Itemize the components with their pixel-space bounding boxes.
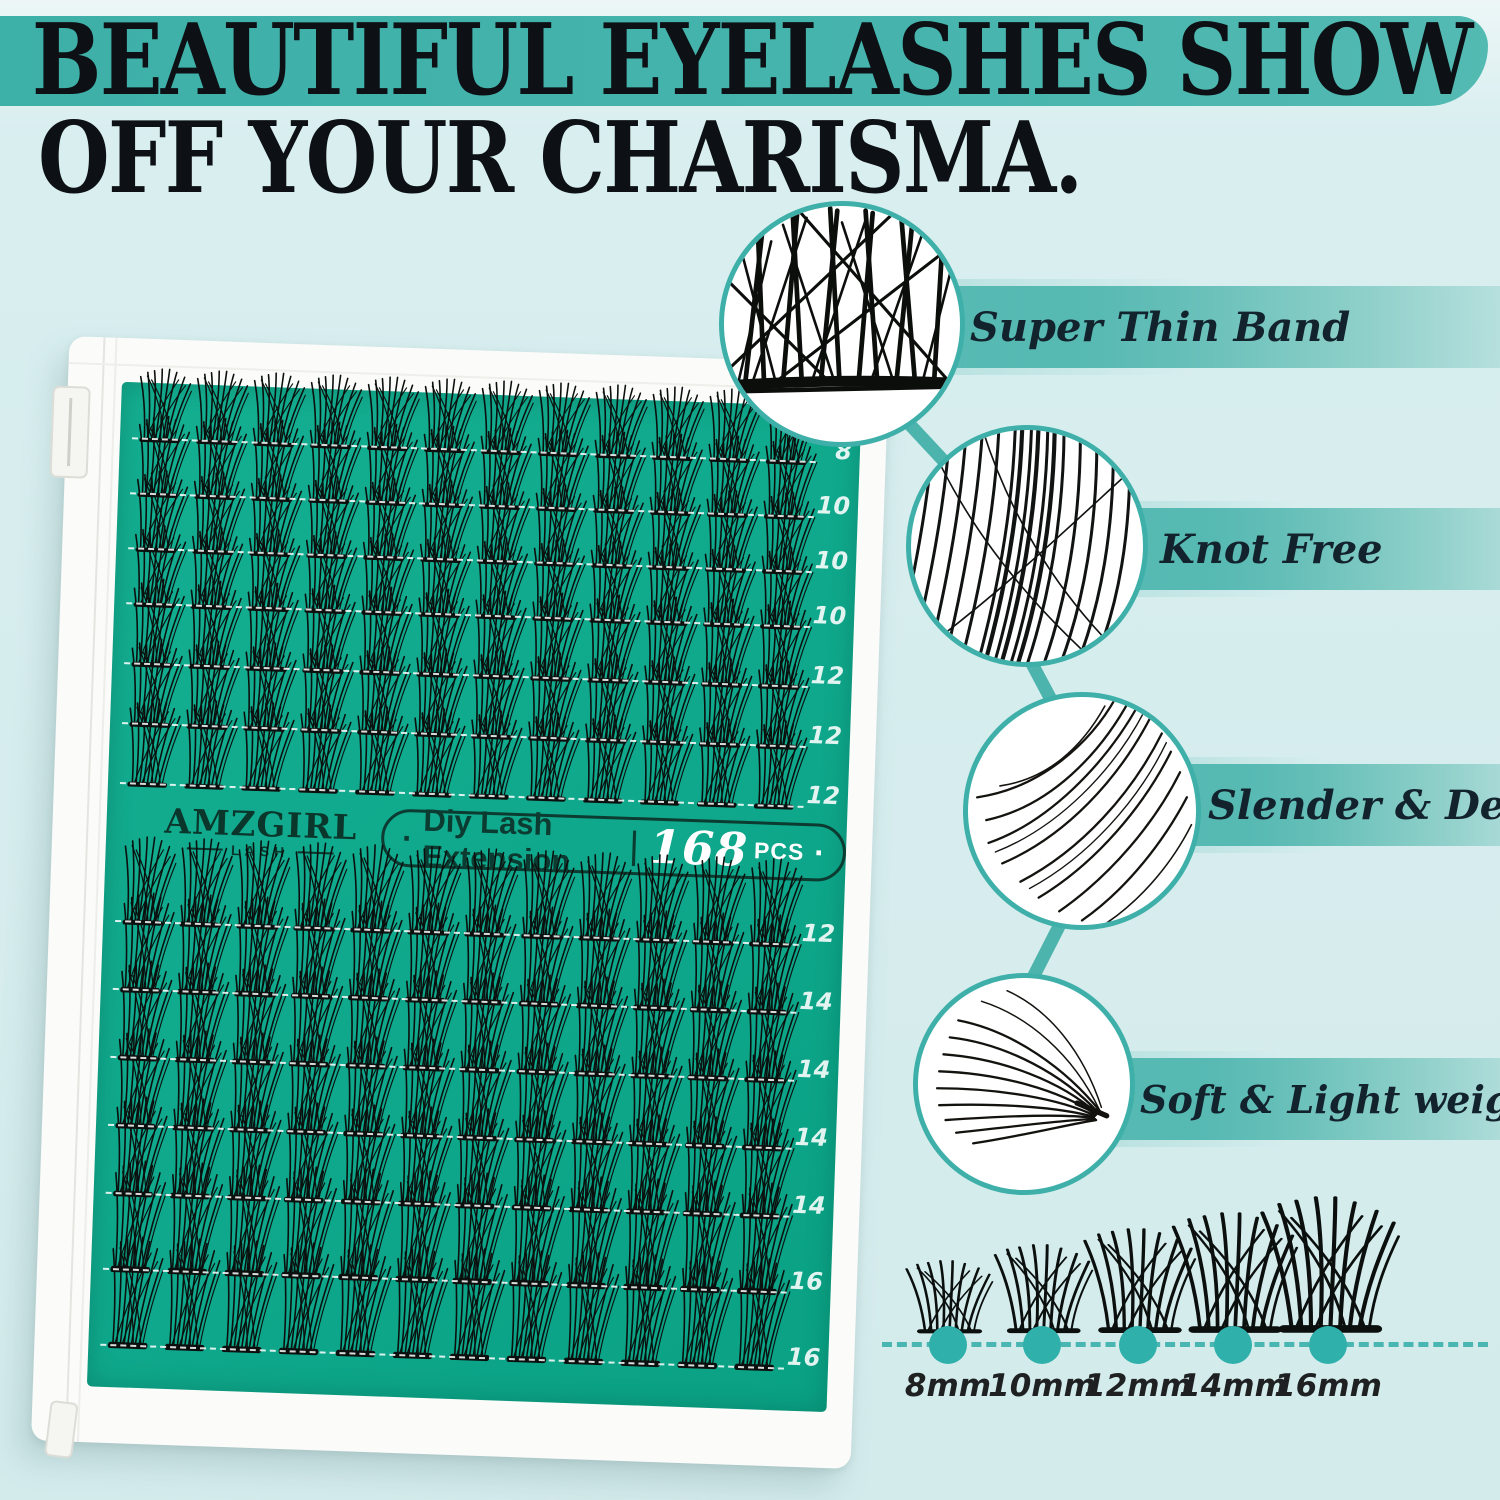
- size-sample-cluster: [1255, 1196, 1401, 1334]
- size-dot: [1309, 1326, 1347, 1364]
- soft-lash-cluster-icon: [935, 989, 1110, 1145]
- feature-label: Soft & Light weight: [1140, 1076, 1500, 1122]
- zipper-end-tab: [44, 1399, 79, 1459]
- lash-cluster-icon: [631, 715, 698, 807]
- feature-photo-super-thin-band: [719, 201, 965, 447]
- lash-cluster-icon: [175, 699, 242, 791]
- lash-cluster-icon: [460, 709, 527, 801]
- row-length-label: 12: [808, 721, 843, 751]
- size-dot: [1214, 1326, 1252, 1364]
- row-length-label: 10: [816, 491, 851, 521]
- lash-cluster-icon: [232, 701, 299, 793]
- row-length-label: 12: [806, 781, 841, 811]
- pill-dot-right: ·: [813, 833, 826, 871]
- headline-line1: BEAUTIFUL EYELASHES SHOW: [31, 3, 1473, 118]
- size-dot: [1119, 1326, 1157, 1364]
- size-sample-cluster: [902, 1260, 994, 1334]
- headline-line2: OFF YOUR CHARISMA.: [38, 101, 1083, 216]
- size-label: 12mm: [1084, 1368, 1192, 1404]
- feature-label: Super Thin Band: [970, 303, 1351, 351]
- feature-photo-slender-dense: [963, 692, 1201, 930]
- size-label: 10mm: [988, 1368, 1096, 1404]
- feature-photo-knot-free: [906, 425, 1148, 667]
- row-length-label: 14: [796, 1054, 831, 1085]
- size-label: 8mm: [904, 1368, 992, 1404]
- row-length-label: 10: [814, 546, 849, 576]
- lash-cluster-icon: [289, 703, 356, 795]
- size-dot: [1023, 1326, 1061, 1364]
- feature-label: Knot Free: [1160, 525, 1383, 573]
- zipper-slider: [49, 385, 91, 479]
- tray-rows-bottom: 12 14 14 14 14 16 16: [88, 867, 844, 1377]
- lash-cluster-icon: [1255, 1196, 1401, 1334]
- feature-photo-soft-light: [913, 973, 1135, 1195]
- feature-label: Slender & Dense: [1208, 781, 1500, 829]
- row-length-label: 12: [810, 661, 845, 691]
- size-label: 14mm: [1179, 1368, 1287, 1404]
- tray-rows-top: 8 10 10 10 12 12 12: [108, 394, 861, 815]
- size-dot: [929, 1326, 967, 1364]
- lash-cluster-icon: [902, 1260, 994, 1334]
- headline-banner: BEAUTIFUL EYELASHES SHOW: [0, 3, 1488, 118]
- row-length-label: 14: [791, 1190, 827, 1220]
- row-length-label: 12: [801, 918, 836, 949]
- lash-cluster-icon: [574, 713, 641, 805]
- lash-cluster-icon: [403, 707, 470, 799]
- size-label: 16mm: [1274, 1368, 1382, 1404]
- lash-cluster-icon: [346, 705, 413, 797]
- lash-cluster-icon: [118, 697, 185, 789]
- row-length-label: 14: [798, 986, 834, 1017]
- length-size-chart: 8mm 10mm 12mm 14mm 16mm: [880, 1228, 1496, 1428]
- row-length-label: 16: [786, 1342, 821, 1372]
- lash-strands-closeup-icon: [911, 430, 1143, 662]
- row-length-label: 10: [812, 601, 847, 631]
- row-length-label: 14: [794, 1122, 829, 1152]
- lash-cluster-icon: [517, 711, 584, 803]
- row-length-label: 16: [789, 1266, 824, 1296]
- lash-cluster-icon: [687, 717, 754, 809]
- lash-band-closeup-icon: [724, 206, 960, 394]
- lash-cluster-icon: [744, 719, 811, 811]
- slender-lash-closeup-icon: [975, 697, 1193, 924]
